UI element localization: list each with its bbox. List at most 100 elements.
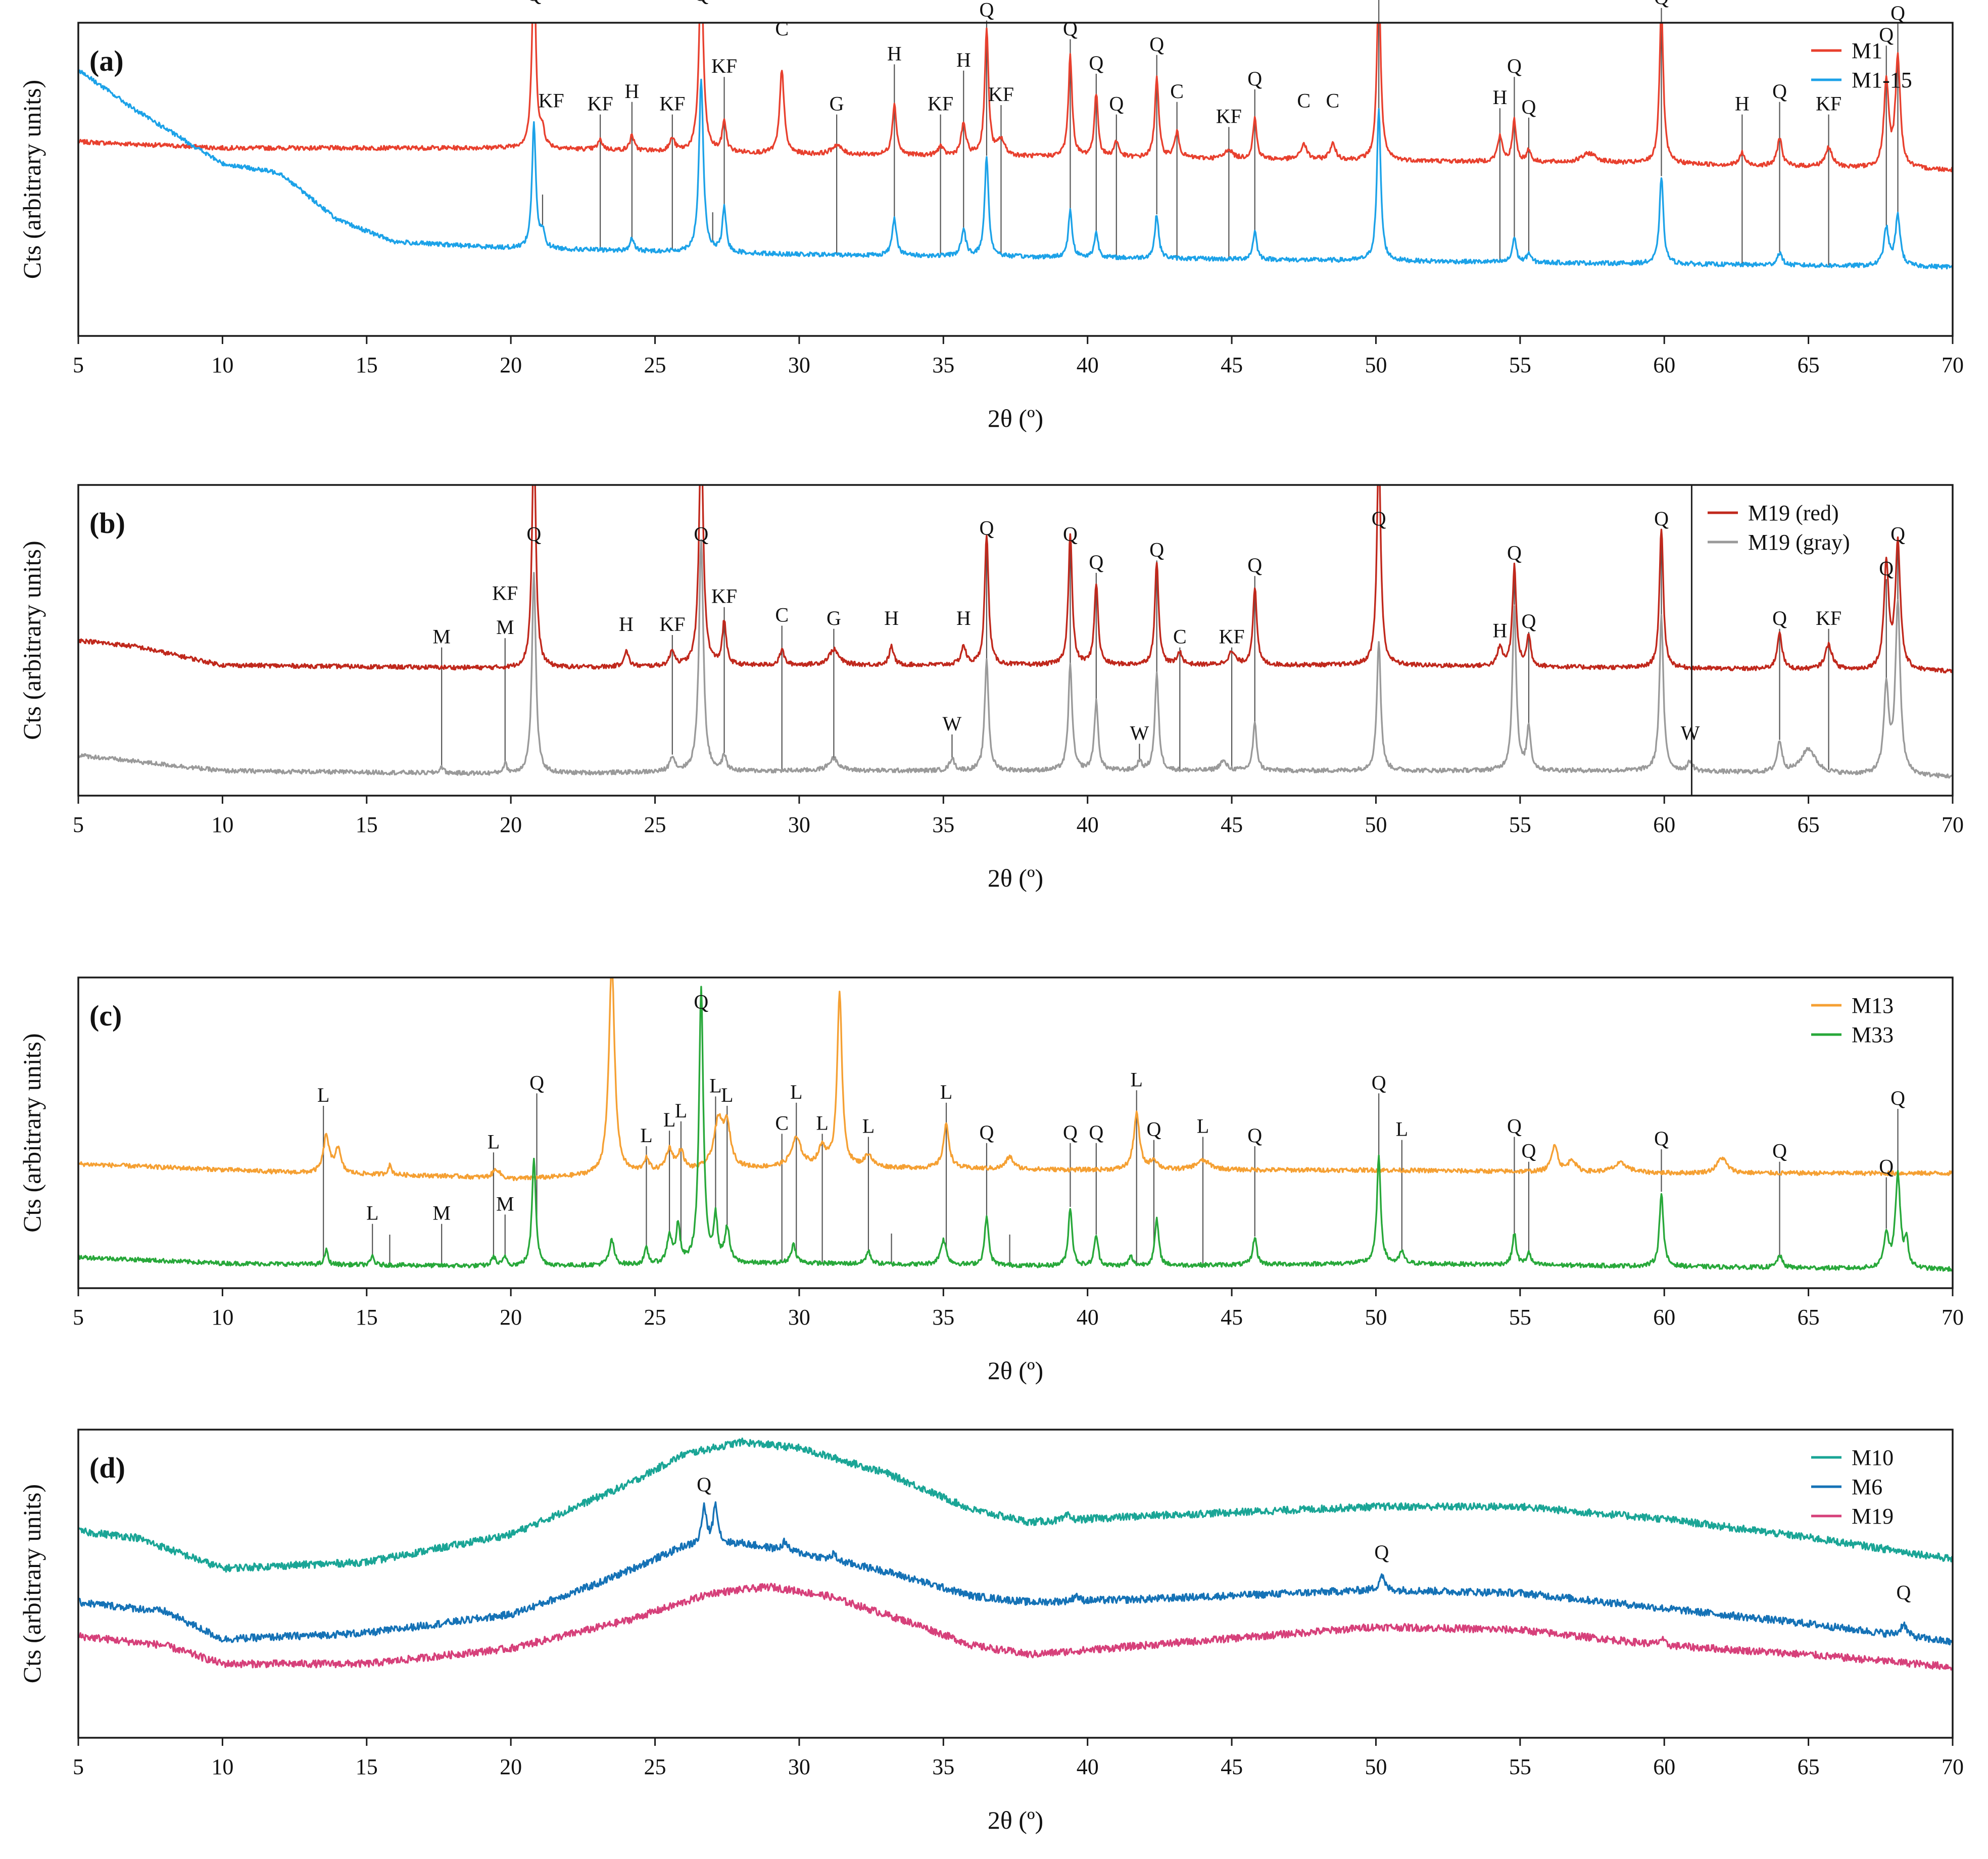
x-tick-label: 50 bbox=[1365, 353, 1387, 377]
peak-label: L bbox=[488, 1130, 500, 1153]
x-tick-label: 5 bbox=[73, 353, 84, 377]
x-tick-label: 55 bbox=[1509, 812, 1531, 837]
peak-label: Q bbox=[694, 0, 708, 6]
peak-label: L bbox=[709, 1074, 721, 1097]
peak-label: Q bbox=[1247, 67, 1262, 90]
peak-label: Q bbox=[1507, 542, 1522, 564]
peak-label: L bbox=[675, 1099, 687, 1122]
x-tick-label: 20 bbox=[500, 812, 522, 837]
peak-label: Q bbox=[1522, 1140, 1536, 1162]
x-tick-label: 25 bbox=[644, 1754, 666, 1779]
peak-label: M bbox=[432, 1202, 451, 1225]
peak-label: Q bbox=[1063, 523, 1078, 546]
peak-label: L bbox=[1396, 1118, 1408, 1141]
plot-frame bbox=[77, 484, 1954, 797]
peak-label: Q bbox=[1890, 1087, 1905, 1109]
peak-label: Q bbox=[1063, 1121, 1078, 1144]
x-tick-label: 20 bbox=[500, 1305, 522, 1330]
x-tick-label: 50 bbox=[1365, 1305, 1387, 1330]
peak-label: G bbox=[830, 92, 844, 115]
peak-label: Q bbox=[1507, 55, 1522, 77]
x-tick-label: 45 bbox=[1221, 1305, 1243, 1330]
x-tick-label: 20 bbox=[500, 1754, 522, 1779]
peak-label: L bbox=[1131, 1068, 1143, 1091]
x-tick-label: 70 bbox=[1942, 353, 1964, 377]
x-tick-label: 40 bbox=[1077, 1754, 1099, 1779]
x-tick-label: 65 bbox=[1798, 1305, 1820, 1330]
x-tick-label: 65 bbox=[1798, 812, 1820, 837]
peak-label: L bbox=[790, 1081, 802, 1103]
plot-frame bbox=[77, 1429, 1954, 1739]
peak-label: M bbox=[496, 616, 514, 639]
x-tick-label: 60 bbox=[1653, 812, 1675, 837]
peak-label: Q bbox=[1654, 0, 1669, 9]
peak-label: G bbox=[827, 607, 841, 629]
x-tick-label: 30 bbox=[788, 812, 810, 837]
y-axis-title: Cts (arbitrary units) bbox=[18, 80, 46, 279]
x-tick-label: 30 bbox=[788, 1754, 810, 1779]
peak-label: KF bbox=[711, 55, 737, 77]
panel-tag: (c) bbox=[89, 999, 122, 1032]
peak-label: Q bbox=[1879, 1155, 1894, 1178]
peak-label: Q bbox=[1247, 554, 1262, 576]
peak-label: Q bbox=[979, 0, 994, 21]
peak-label: Q bbox=[1063, 17, 1078, 40]
panel-tag: (a) bbox=[89, 44, 124, 77]
legend-label: M13 bbox=[1852, 993, 1894, 1018]
peak-label: L bbox=[721, 1084, 733, 1106]
x-tick-label: 35 bbox=[932, 1754, 954, 1779]
series-line-m19-red- bbox=[78, 485, 1953, 674]
y-axis-title: Cts (arbitrary units) bbox=[18, 1484, 46, 1683]
peak-label: Q bbox=[1374, 1541, 1389, 1563]
x-tick-label: 30 bbox=[788, 353, 810, 377]
x-tick-label: 60 bbox=[1653, 353, 1675, 377]
peak-label: C bbox=[1326, 89, 1340, 112]
peak-label: L bbox=[816, 1111, 828, 1134]
x-tick-label: 30 bbox=[788, 1305, 810, 1330]
peak-label: Q bbox=[1879, 557, 1894, 579]
peak-label: M bbox=[432, 625, 451, 648]
x-tick-label: 65 bbox=[1798, 353, 1820, 377]
peak-label: KF bbox=[492, 582, 518, 605]
peak-label: KF bbox=[1219, 625, 1245, 648]
peak-label: Q bbox=[1522, 610, 1536, 632]
peak-label: KF bbox=[988, 83, 1014, 106]
panel-c: 5 10 15 20 25 30 35 40 45 50 55 60 65 70 2θ (º) Cts (ar… bbox=[18, 976, 1964, 1385]
x-tick-label: 70 bbox=[1942, 1754, 1964, 1779]
peak-label: Q bbox=[1109, 92, 1124, 115]
peak-label: Q bbox=[1654, 507, 1669, 530]
peak-label: H bbox=[1492, 86, 1507, 109]
peak-label: KF bbox=[538, 89, 564, 112]
peak-label: H bbox=[619, 613, 634, 635]
x-axis-title: 2θ (º) bbox=[988, 1356, 1043, 1385]
x-tick-label: 15 bbox=[356, 1305, 378, 1330]
x-tick-label: 65 bbox=[1798, 1754, 1820, 1779]
legend-label: M19 (red) bbox=[1748, 501, 1839, 525]
x-tick-label: 40 bbox=[1077, 812, 1099, 837]
peak-label: Q bbox=[1879, 23, 1894, 46]
x-tick-label: 45 bbox=[1221, 353, 1243, 377]
y-axis-title: Cts (arbitrary units) bbox=[18, 541, 46, 740]
peak-label: KF bbox=[659, 92, 685, 115]
x-tick-label: 10 bbox=[211, 1754, 233, 1779]
peak-label: KF bbox=[659, 613, 685, 635]
x-tick-label: 15 bbox=[356, 353, 378, 377]
peak-label: W bbox=[943, 712, 962, 735]
series-line-m6 bbox=[78, 1501, 1953, 1646]
peak-label: L bbox=[317, 1084, 329, 1106]
plot-frame bbox=[77, 22, 1954, 337]
peak-label: KF bbox=[1816, 92, 1841, 115]
peak-label: KF bbox=[1216, 105, 1242, 127]
x-tick-label: 55 bbox=[1509, 1305, 1531, 1330]
peak-label: Q bbox=[526, 523, 541, 546]
peak-label: W bbox=[1681, 721, 1700, 744]
peak-label: KF bbox=[588, 92, 613, 115]
peak-label: H bbox=[887, 42, 902, 65]
series-line-m19-gray- bbox=[78, 539, 1953, 779]
x-tick-label: 60 bbox=[1653, 1754, 1675, 1779]
x-tick-label: 70 bbox=[1942, 812, 1964, 837]
peak-label: Q bbox=[1507, 1115, 1522, 1138]
x-tick-label: 35 bbox=[932, 353, 954, 377]
panel-a: 5 10 15 20 25 30 35 40 45 50 55 60 65 70 2θ (º) Cts (ar… bbox=[18, 0, 1964, 432]
